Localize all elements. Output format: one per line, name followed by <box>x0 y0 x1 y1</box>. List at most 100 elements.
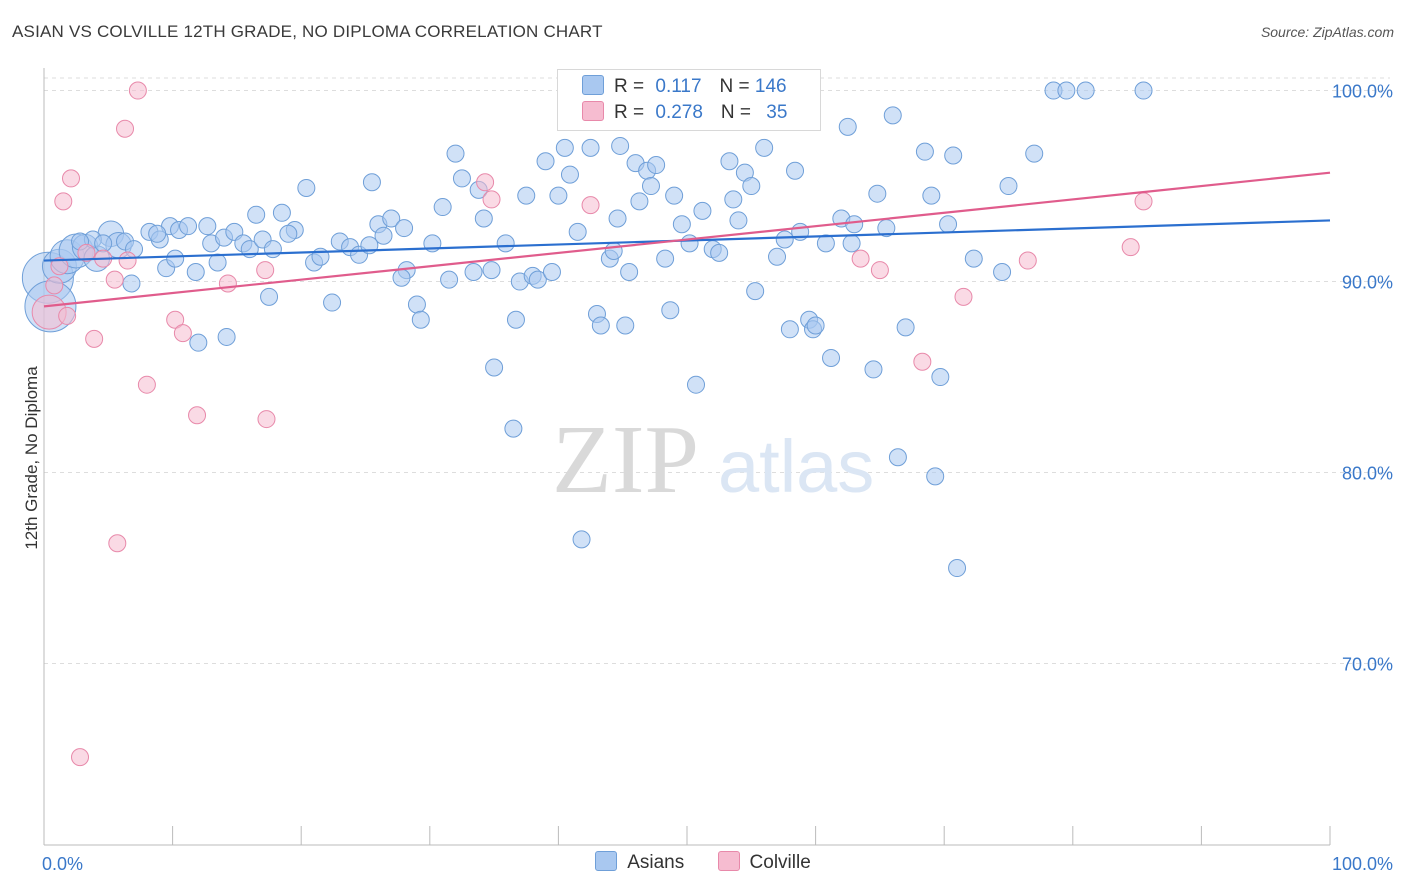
asians-point <box>842 234 861 253</box>
legend-n-value-colville: 35 <box>766 102 788 123</box>
asians-point <box>260 287 279 306</box>
asians-point <box>446 144 465 163</box>
asians-point <box>922 186 941 205</box>
legend-r-value-colville: 0.278 <box>655 102 703 123</box>
asians-point <box>506 310 525 329</box>
asians-point <box>395 219 414 238</box>
asians-point <box>806 316 825 335</box>
colville-point <box>137 375 156 394</box>
asians-point <box>440 270 459 289</box>
asians-point <box>382 209 401 228</box>
asians-point <box>647 156 666 175</box>
asians-point <box>323 293 342 312</box>
asians-point <box>693 201 712 220</box>
colville-point <box>62 169 81 188</box>
colville-legend-swatch <box>717 851 740 871</box>
asians-point <box>392 268 411 287</box>
asians-point <box>94 234 113 253</box>
watermark: ZIP atlas <box>552 406 874 514</box>
colville-point <box>77 243 96 262</box>
asians-point <box>746 282 765 301</box>
colville-point <box>218 274 237 293</box>
asians-point <box>591 316 610 335</box>
asians-point <box>604 241 623 260</box>
asians-point <box>407 295 426 314</box>
asians-point <box>452 169 471 188</box>
colville-point <box>482 190 501 209</box>
colville-point <box>954 287 973 306</box>
asians-point <box>297 178 316 197</box>
asians-point <box>1025 144 1044 163</box>
asians-point <box>536 152 555 171</box>
asians-point <box>661 301 680 320</box>
y-tick-label: 80.0% <box>1342 464 1393 484</box>
colville-point <box>173 324 192 343</box>
asians-point <box>888 448 907 467</box>
asians-point <box>822 348 841 367</box>
asians-point <box>1134 81 1153 100</box>
asians-point <box>549 186 568 205</box>
asians-point <box>786 161 805 180</box>
colville-point <box>108 534 127 553</box>
asians-point <box>568 222 587 241</box>
asians-point <box>864 360 883 379</box>
asians-point <box>964 249 983 268</box>
colville-point <box>851 249 870 268</box>
colville-point <box>54 192 73 211</box>
asians-point <box>1076 81 1095 100</box>
colville-point <box>476 173 495 192</box>
asians-point <box>608 209 627 228</box>
x-tick-label: 0.0% <box>42 854 83 874</box>
asians-legend-swatch <box>595 851 618 871</box>
colville-trend-line <box>43 171 1331 308</box>
legend-r-label: R = <box>614 102 650 123</box>
asians-point <box>517 186 536 205</box>
y-tick-label: 100.0% <box>1332 82 1393 102</box>
legend-item-colville[interactable]: Colville <box>717 851 811 874</box>
asians-point <box>217 327 236 346</box>
asians-point <box>263 240 282 259</box>
asians-point <box>931 368 950 387</box>
asians-point <box>710 243 729 262</box>
asians-point <box>915 142 934 161</box>
colville-point <box>1018 251 1037 270</box>
asians-point <box>724 190 743 209</box>
colville-point <box>58 306 77 325</box>
colville-point <box>50 257 69 276</box>
asians-point <box>656 249 675 268</box>
colville-point <box>913 352 932 371</box>
legend-n-label: N = <box>720 102 757 123</box>
legend-item-asians[interactable]: Asians <box>595 851 684 874</box>
series-legend: Asians Colville <box>0 851 1406 874</box>
legend-row-colville: R = 0.278 N = 35 <box>582 101 787 125</box>
x-tick-labels: 0.0% 100.0% <box>42 854 1393 874</box>
colville-point <box>128 81 147 100</box>
asians-point <box>611 136 630 155</box>
asians-point <box>148 224 167 243</box>
asians-point <box>926 467 945 486</box>
asians-point <box>1057 81 1076 100</box>
asians-point <box>687 375 706 394</box>
asians-point <box>198 217 217 236</box>
stats-legend: R = 0.117 N = 146 R = 0.278 N = 35 <box>557 69 821 131</box>
legend-r-value-asians: 0.117 <box>655 76 702 97</box>
asians-point <box>166 249 185 268</box>
asians-point <box>944 146 963 165</box>
asians-point <box>411 310 430 329</box>
asians-point <box>780 320 799 339</box>
colville-swatch <box>582 101 604 121</box>
asians-point <box>768 247 787 266</box>
asians-point <box>485 358 504 377</box>
asians-point <box>729 211 748 230</box>
asians-point <box>433 198 452 217</box>
asians-point <box>816 234 835 253</box>
watermark-zip: ZIP <box>552 406 699 514</box>
asians-point <box>755 138 774 157</box>
colville-point <box>118 251 137 270</box>
asians-point <box>122 274 141 293</box>
x-tick-label: 100.0% <box>1332 854 1393 874</box>
asians-point <box>838 117 857 136</box>
asians-point <box>883 106 902 125</box>
asians-point <box>581 138 600 157</box>
asians-point <box>482 261 501 280</box>
